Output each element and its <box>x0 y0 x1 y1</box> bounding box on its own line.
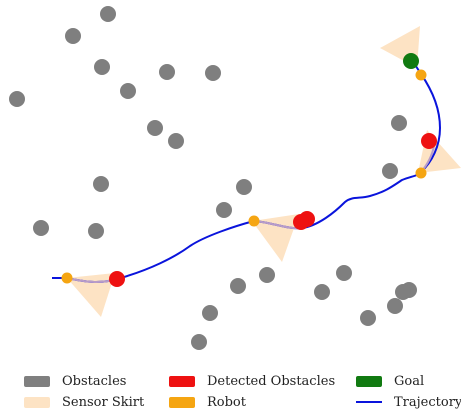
obstacle <box>94 59 110 75</box>
obstacle <box>236 179 252 195</box>
obstacle <box>395 284 411 300</box>
obstacle <box>391 115 407 131</box>
robot-marker <box>248 215 260 227</box>
obstacle <box>159 64 175 80</box>
obstacle <box>88 223 104 239</box>
obstacle <box>191 334 207 350</box>
trajectory-swatch <box>356 401 382 403</box>
robots-group <box>61 69 427 284</box>
obstacle <box>259 267 275 283</box>
legend-label: Obstacles <box>62 373 127 389</box>
detected-obstacle <box>109 271 125 287</box>
legend-item-sensor-skirt: Sensor Skirt <box>24 393 144 411</box>
obstacles-group <box>9 6 417 350</box>
robot-swatch <box>169 396 195 408</box>
legend-label: Detected Obstacles <box>207 373 336 389</box>
goal-swatch <box>356 375 382 387</box>
legend-item-goal: Goal <box>356 372 424 390</box>
legend: Obstacles Sensor Skirt Detected Obstacle… <box>0 368 461 411</box>
robot-marker <box>61 272 73 284</box>
obstacle <box>9 91 25 107</box>
robot-marker <box>415 167 427 179</box>
obstacle <box>314 284 330 300</box>
sensor-skirt-swatch <box>24 396 50 408</box>
obstacle <box>360 310 376 326</box>
obstacle <box>120 83 136 99</box>
detected-obstacle-swatch <box>169 375 195 387</box>
detected-obstacle <box>293 214 309 230</box>
legend-label: Trajectory <box>394 394 461 410</box>
obstacle <box>33 220 49 236</box>
obstacle <box>168 133 184 149</box>
obstacle <box>336 265 352 281</box>
obstacle <box>387 298 403 314</box>
obstacle <box>230 278 246 294</box>
obstacle <box>205 65 221 81</box>
obstacle <box>93 176 109 192</box>
obstacle <box>147 120 163 136</box>
legend-item-trajectory: Trajectory <box>356 393 461 411</box>
detected-obstacles-group <box>109 133 437 287</box>
obstacle <box>216 202 232 218</box>
robot-marker <box>415 69 427 81</box>
obstacle <box>202 305 218 321</box>
sensor-skirt <box>67 273 115 317</box>
legend-label: Sensor Skirt <box>62 394 145 410</box>
sensor-skirt <box>252 214 299 262</box>
goal-marker <box>403 53 419 69</box>
legend-item-robot: Robot <box>169 393 246 411</box>
trajectory-line <box>52 59 442 283</box>
legend-item-detected-obstacles: Detected Obstacles <box>169 372 335 390</box>
obstacle-swatch <box>24 375 50 387</box>
legend-item-obstacles: Obstacles <box>24 372 126 390</box>
obstacle <box>65 28 81 44</box>
obstacle <box>100 6 116 22</box>
obstacle <box>382 163 398 179</box>
legend-label: Robot <box>207 394 246 410</box>
detected-obstacle <box>421 133 437 149</box>
legend-label: Goal <box>394 373 425 389</box>
